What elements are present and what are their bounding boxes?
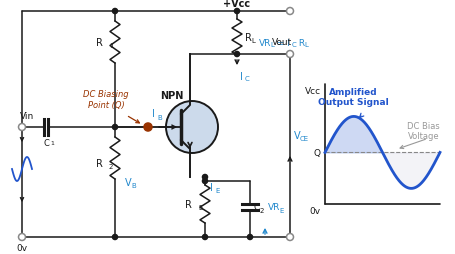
Circle shape [144,123,152,132]
Text: Q: Q [313,148,320,157]
Circle shape [202,175,207,180]
Text: C: C [291,42,296,48]
Circle shape [19,234,25,241]
Text: I: I [210,182,212,192]
Circle shape [112,9,117,14]
Text: L: L [269,42,273,48]
Text: B: B [131,182,136,188]
Circle shape [286,234,293,241]
Text: R: R [244,33,251,43]
Text: DC Biasing
Point (Q): DC Biasing Point (Q) [83,90,128,109]
Text: C: C [43,138,49,147]
Circle shape [202,235,207,240]
Circle shape [286,8,293,15]
Circle shape [247,235,252,240]
Circle shape [112,235,117,240]
Circle shape [202,179,207,184]
Text: L: L [250,38,254,44]
Circle shape [286,51,293,58]
Text: Vin: Vin [20,112,34,121]
Circle shape [166,102,217,153]
Circle shape [112,125,117,130]
Text: E: E [278,207,283,213]
Text: 1: 1 [109,43,113,49]
Text: I: I [152,108,155,119]
Text: 1: 1 [50,140,54,146]
Text: CE: CE [299,135,308,141]
Text: Vout: Vout [271,38,292,47]
Text: DC Bias
Voltage: DC Bias Voltage [406,121,439,140]
Text: B: B [157,115,162,121]
Text: R: R [295,38,304,47]
Text: R: R [96,158,103,168]
Text: 0v: 0v [16,243,27,252]
Circle shape [234,9,239,14]
Text: L: L [303,42,307,48]
Text: R: R [96,38,103,48]
Text: NPN: NPN [160,91,183,101]
Text: = I: = I [273,38,289,47]
Text: C: C [253,203,260,212]
Text: I: I [239,72,243,82]
Text: 2: 2 [109,163,113,169]
Text: +Vcc: +Vcc [223,0,250,9]
Text: V: V [125,177,131,187]
Text: V: V [293,131,300,140]
Text: VR: VR [258,38,271,47]
Text: E: E [197,204,202,210]
Text: Vcc: Vcc [304,87,320,96]
Text: C: C [244,76,249,82]
Circle shape [234,52,239,57]
Text: VR: VR [268,203,280,212]
Text: 0v: 0v [309,206,320,215]
Text: E: E [214,187,219,193]
Text: Amplified
Output Signal: Amplified Output Signal [317,88,388,107]
Text: R: R [185,199,192,209]
Circle shape [19,124,25,131]
Text: 2: 2 [259,207,264,213]
